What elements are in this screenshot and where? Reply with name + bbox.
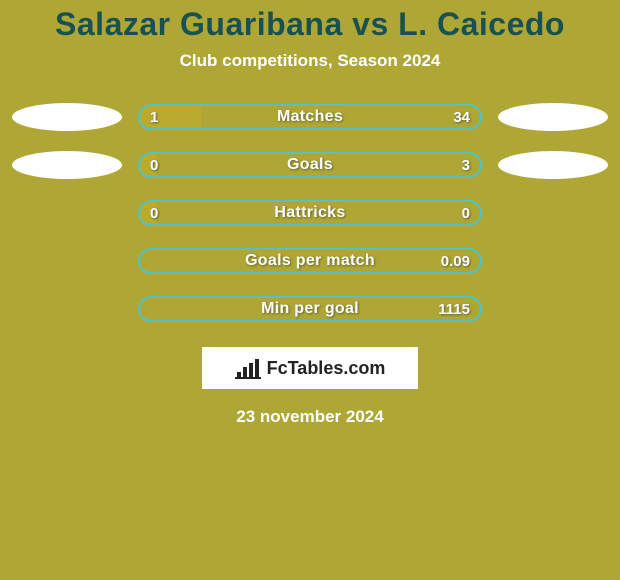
stat-bar: Goals per match0.09: [138, 248, 482, 274]
stat-right-value: 0: [462, 202, 470, 224]
comparison-card: Salazar Guaribana vs L. Caicedo Club com…: [0, 0, 620, 580]
team-badge-left: [12, 103, 122, 131]
stat-label: Goals per match: [140, 250, 480, 272]
team-badge-left: [12, 151, 122, 179]
stats-container: 1Matches340Goals30Hattricks0Goals per ma…: [0, 103, 620, 323]
team-badge-placeholder: [498, 295, 608, 323]
stat-right-value: 0.09: [441, 250, 470, 272]
page-title: Salazar Guaribana vs L. Caicedo: [0, 0, 620, 43]
stat-label: Min per goal: [140, 298, 480, 320]
stat-row: Goals per match0.09: [0, 247, 620, 275]
stat-row: Min per goal1115: [0, 295, 620, 323]
team-badge-placeholder: [498, 199, 608, 227]
stat-right-value: 34: [453, 106, 470, 128]
stat-row: 1Matches34: [0, 103, 620, 131]
stat-label: Goals: [140, 154, 480, 176]
team-badge-right: [498, 151, 608, 179]
team-badge-placeholder: [12, 199, 122, 227]
date-text: 23 november 2024: [0, 407, 620, 427]
stat-row: 0Hattricks0: [0, 199, 620, 227]
team-badge-placeholder: [12, 295, 122, 323]
page-subtitle: Club competitions, Season 2024: [0, 51, 620, 71]
stat-label: Matches: [140, 106, 480, 128]
stat-bar: 0Goals3: [138, 152, 482, 178]
stat-bar: 1Matches34: [138, 104, 482, 130]
team-badge-right: [498, 103, 608, 131]
stat-label: Hattricks: [140, 202, 480, 224]
stat-row: 0Goals3: [0, 151, 620, 179]
stat-bar: Min per goal1115: [138, 296, 482, 322]
team-badge-placeholder: [12, 247, 122, 275]
logo-chart-icon: [235, 357, 261, 379]
logo-text: FcTables.com: [267, 358, 386, 379]
stat-right-value: 3: [462, 154, 470, 176]
stat-right-value: 1115: [438, 298, 470, 320]
logo-box: FcTables.com: [202, 347, 418, 389]
stat-bar: 0Hattricks0: [138, 200, 482, 226]
team-badge-placeholder: [498, 247, 608, 275]
